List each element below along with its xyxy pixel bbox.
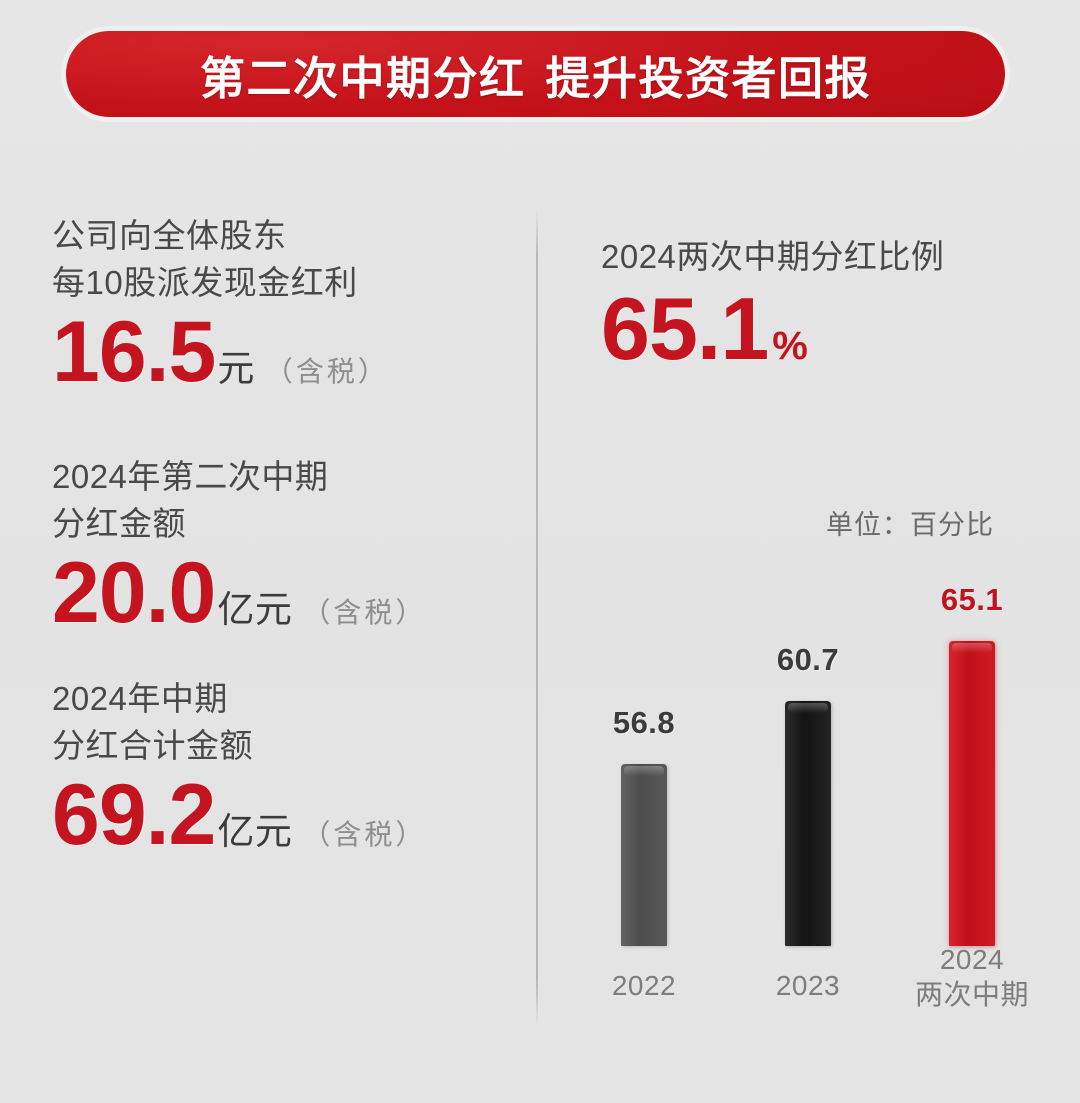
percent-symbol: % bbox=[772, 324, 808, 368]
stat-note: （含税） bbox=[302, 818, 427, 850]
stat-line-1: 2024年第二次中期 bbox=[52, 458, 329, 496]
bar-group-2023: 60.7 2023 bbox=[776, 616, 840, 1001]
stat-line-2: 每10股派发现金红利 bbox=[52, 263, 358, 301]
stat-block-dividend-per-share: 公司向全体股东 每10股派发现金红利 16.5 元 （含税） bbox=[52, 213, 522, 396]
stat-block-total-interim-amount: 2024年中期 分红合计金额 69.2 亿元 （含税） bbox=[52, 676, 522, 859]
bar-gloss bbox=[952, 643, 992, 653]
stat-line-1: 公司向全体股东 bbox=[52, 217, 287, 254]
bar-value-2022: 56.8 bbox=[612, 705, 676, 740]
stat-unit: 亿元 bbox=[217, 810, 293, 852]
chart-unit-label: 单位：百分比 bbox=[826, 510, 994, 540]
bar-group-2022: 56.8 2022 bbox=[612, 616, 676, 1001]
stat-line-2: 分红合计金额 bbox=[52, 726, 253, 764]
stat-value-row: 16.5 元 （含税） bbox=[52, 303, 522, 400]
bar-label-2024-sub: 两次中期 bbox=[914, 979, 1029, 1010]
page-title-part2: 提升投资者回报 bbox=[545, 52, 872, 104]
bar-2023 bbox=[785, 701, 831, 946]
ratio-value-row: 65.1 % bbox=[601, 284, 1041, 374]
stat-value: 69.2 bbox=[52, 766, 216, 863]
left-column: 公司向全体股东 每10股派发现金红利 16.5 元 （含税） 2024年第二次中… bbox=[52, 213, 522, 859]
bar-value-2024: 65.1 bbox=[940, 582, 1004, 617]
bar-2022 bbox=[621, 764, 667, 946]
stat-block-second-interim-amount: 2024年第二次中期 分红金额 20.0 亿元 （含税） bbox=[52, 454, 522, 637]
page-title-part1: 第二次中期分红 bbox=[199, 52, 526, 104]
header-banner: 第二次中期分红 提升投资者回报 bbox=[66, 31, 1005, 117]
bar-value-2023: 60.7 bbox=[776, 642, 840, 677]
stat-line-1: 2024年中期 bbox=[52, 679, 228, 717]
bar-gloss bbox=[788, 703, 828, 713]
bar-label-2024-year: 2024 bbox=[939, 944, 1005, 975]
stat-value-row: 69.2 亿元 （含税） bbox=[52, 766, 522, 863]
ratio-heading: 2024两次中期分红比例 bbox=[601, 238, 945, 275]
stat-value-row: 20.0 亿元 （含税） bbox=[52, 545, 522, 642]
bar-label-2023: 2023 bbox=[775, 970, 841, 1001]
ratio-value: 65.1 bbox=[601, 279, 769, 378]
stat-unit: 亿元 bbox=[217, 589, 293, 631]
dividend-ratio-bar-chart: 56.8 2022 60.7 2023 65.1 2024 两次中期 bbox=[560, 560, 1040, 1030]
bar-gloss bbox=[624, 766, 664, 776]
stat-value: 20.0 bbox=[52, 545, 216, 642]
stat-note: （含税） bbox=[264, 355, 389, 387]
page-title: 第二次中期分红 提升投资者回报 bbox=[200, 42, 871, 107]
bar-label-2024: 2024 两次中期 bbox=[903, 942, 1041, 1012]
bar-2024 bbox=[949, 641, 995, 946]
bar-label-2022: 2022 bbox=[611, 970, 677, 1001]
stat-note: （含税） bbox=[302, 597, 427, 629]
column-divider bbox=[536, 207, 538, 1027]
right-column: 2024两次中期分红比例 65.1 % bbox=[601, 230, 1041, 374]
bar-group-2024: 65.1 2024 两次中期 bbox=[915, 582, 1029, 1010]
stat-line-2: 分红金额 bbox=[52, 505, 186, 543]
stat-unit: 元 bbox=[217, 347, 255, 389]
stat-value: 16.5 bbox=[52, 303, 216, 400]
